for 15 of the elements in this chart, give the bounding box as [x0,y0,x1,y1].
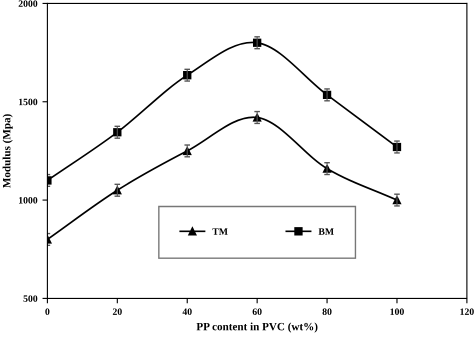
legend-label: BM [318,228,334,235]
y-tick-label: 500 [23,295,38,302]
x-tick-label: 80 [322,308,332,315]
legend-label: TM [212,228,228,235]
x-tick-label: 60 [252,308,262,315]
y-axis-title: Modulus (Mpa) [2,114,13,188]
x-tick-label: 120 [460,308,474,315]
x-tick-label: 40 [182,308,192,315]
x-axis-title: PP content in PVC (wt%) [196,322,318,333]
x-tick-label: 20 [112,308,122,315]
y-tick-label: 2000 [18,0,38,7]
x-tick-label: 0 [45,308,50,315]
y-tick-label: 1500 [19,98,38,106]
y-tick-label: 1000 [19,196,38,204]
x-tick-label: 100 [390,308,404,315]
